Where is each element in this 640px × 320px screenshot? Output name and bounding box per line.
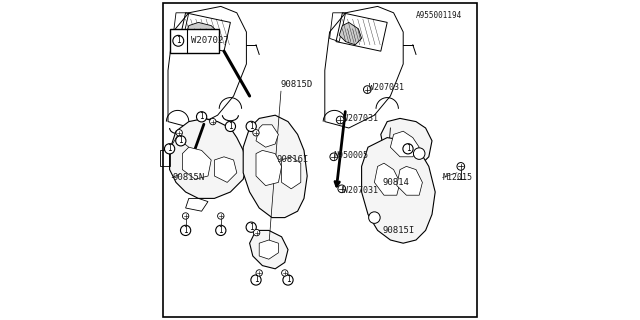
Text: 1: 1: [218, 226, 223, 235]
Circle shape: [176, 130, 182, 136]
Circle shape: [457, 163, 465, 170]
Text: 1: 1: [176, 36, 180, 45]
Circle shape: [175, 136, 186, 146]
Circle shape: [164, 144, 175, 154]
Circle shape: [210, 118, 216, 125]
Text: 90815I: 90815I: [383, 226, 415, 235]
Circle shape: [251, 275, 261, 285]
Polygon shape: [397, 166, 422, 195]
Text: 1: 1: [183, 226, 188, 235]
Text: 1: 1: [253, 276, 259, 284]
Polygon shape: [186, 22, 218, 45]
Polygon shape: [170, 118, 246, 198]
Text: 90815N: 90815N: [172, 173, 204, 182]
Polygon shape: [339, 22, 362, 45]
Polygon shape: [214, 157, 237, 182]
Text: 1: 1: [179, 136, 183, 145]
Polygon shape: [250, 230, 288, 269]
Text: 1: 1: [406, 144, 410, 153]
Circle shape: [364, 86, 371, 93]
Circle shape: [369, 212, 380, 223]
Text: N950005: N950005: [334, 151, 369, 160]
Text: M12015: M12015: [443, 173, 472, 182]
Polygon shape: [243, 115, 307, 218]
Circle shape: [173, 36, 184, 46]
Text: W207027: W207027: [191, 36, 228, 45]
Text: W207031: W207031: [369, 84, 404, 92]
Circle shape: [246, 222, 256, 232]
Circle shape: [216, 225, 226, 236]
Text: 90816I: 90816I: [277, 156, 309, 164]
Circle shape: [256, 270, 262, 276]
Text: 1: 1: [249, 223, 253, 232]
Circle shape: [403, 144, 413, 154]
Text: 1: 1: [167, 144, 172, 153]
Circle shape: [337, 116, 344, 124]
Polygon shape: [381, 118, 432, 170]
Text: W207031: W207031: [344, 186, 378, 195]
Circle shape: [225, 121, 236, 132]
Bar: [170, 29, 219, 53]
Circle shape: [330, 153, 338, 161]
Text: 1: 1: [285, 276, 291, 284]
Polygon shape: [374, 163, 400, 195]
Text: 1: 1: [228, 122, 233, 131]
Polygon shape: [256, 150, 282, 186]
Circle shape: [246, 121, 256, 132]
Circle shape: [253, 229, 260, 236]
Polygon shape: [256, 125, 278, 147]
Polygon shape: [390, 131, 419, 157]
Polygon shape: [259, 240, 278, 259]
Text: W207031: W207031: [344, 114, 378, 123]
Text: 90815D: 90815D: [281, 80, 313, 89]
Circle shape: [196, 112, 207, 122]
Circle shape: [180, 225, 191, 236]
Text: 1: 1: [249, 122, 253, 131]
Text: 90814: 90814: [383, 178, 409, 187]
Circle shape: [282, 270, 288, 276]
Circle shape: [182, 213, 189, 219]
Circle shape: [338, 185, 346, 193]
Circle shape: [283, 275, 293, 285]
Text: A955001194: A955001194: [416, 11, 462, 20]
Circle shape: [413, 148, 425, 159]
Polygon shape: [362, 138, 435, 243]
Polygon shape: [182, 147, 211, 179]
Circle shape: [253, 130, 259, 136]
Text: 1: 1: [199, 112, 204, 121]
Polygon shape: [282, 157, 301, 189]
Circle shape: [218, 213, 224, 219]
